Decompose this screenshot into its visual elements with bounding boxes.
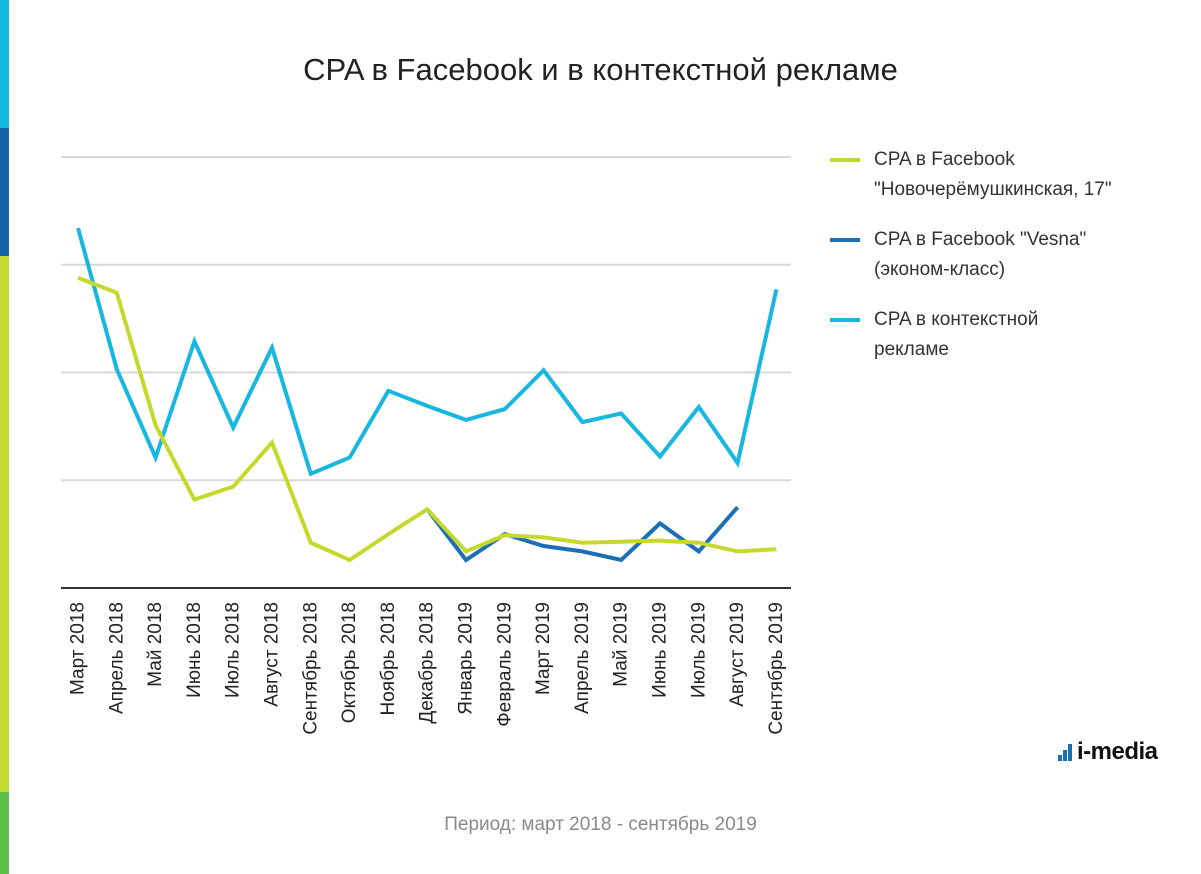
x-tick-label: Июль 2018 <box>223 602 244 698</box>
legend-item-facebook-novocheryomushkinskaya: CPA в Facebook "Новочерёмушкинская, 17" <box>830 145 1190 205</box>
legend-label: CPA в Facebook "Новочерёмушкинская, 17" <box>874 149 1112 200</box>
legend-swatch <box>830 318 860 322</box>
x-tick-label: Декабрь 2018 <box>417 602 438 724</box>
x-tick-label: Январь 2019 <box>456 602 477 715</box>
x-tick-label: Февраль 2019 <box>494 602 515 727</box>
chart-title: CPA в Facebook и в контекстной рекламе <box>303 52 898 87</box>
x-tick-label: Ноябрь 2018 <box>378 602 399 715</box>
x-tick-label: Март 2019 <box>533 602 554 695</box>
x-tick-label: Май 2019 <box>611 602 632 687</box>
x-tick-label: Март 2018 <box>68 602 89 695</box>
side-stripe-green <box>0 792 9 874</box>
x-tick-label: Сентябрь 2018 <box>300 602 321 735</box>
x-tick-label: Июнь 2018 <box>184 602 205 698</box>
x-tick-label: Апрель 2018 <box>106 602 127 714</box>
legend-label: CPA в Facebook "Vesna" (эконом-класс) <box>874 229 1087 280</box>
series-line <box>425 505 740 563</box>
legend-swatch <box>830 238 860 242</box>
series-line <box>77 275 777 563</box>
x-tick-label: Октябрь 2018 <box>339 602 360 723</box>
side-stripe-blue <box>0 128 9 256</box>
imedia-logo: i-media <box>1058 738 1158 766</box>
legend-item-context-ads: CPA в контекстной рекламе <box>830 305 1190 365</box>
x-tick-label: Сентябрь 2019 <box>766 602 787 735</box>
period-note: Период: март 2018 - сентябрь 2019 <box>444 814 757 835</box>
legend-item-facebook-vesna: CPA в Facebook "Vesna" (эконом-класс) <box>830 225 1190 285</box>
side-stripe-lime <box>0 256 9 792</box>
chart-legend: CPA в Facebook "Новочерёмушкинская, 17" … <box>830 145 1190 385</box>
logo-text: i-media <box>1077 738 1158 765</box>
x-tick-label: Июль 2019 <box>688 602 709 698</box>
x-tick-label: Август 2019 <box>727 602 748 707</box>
x-tick-label: Апрель 2019 <box>572 602 593 714</box>
legend-swatch <box>830 158 860 162</box>
legend-label: CPA в контекстной рекламе <box>874 309 1039 360</box>
logo-bars-icon <box>1058 743 1074 761</box>
x-tick-label: Май 2018 <box>145 602 166 687</box>
x-tick-label: Июнь 2019 <box>650 602 671 698</box>
series-line <box>76 227 779 477</box>
side-stripe-cyan <box>0 0 9 128</box>
x-tick-label: Август 2018 <box>262 602 283 707</box>
